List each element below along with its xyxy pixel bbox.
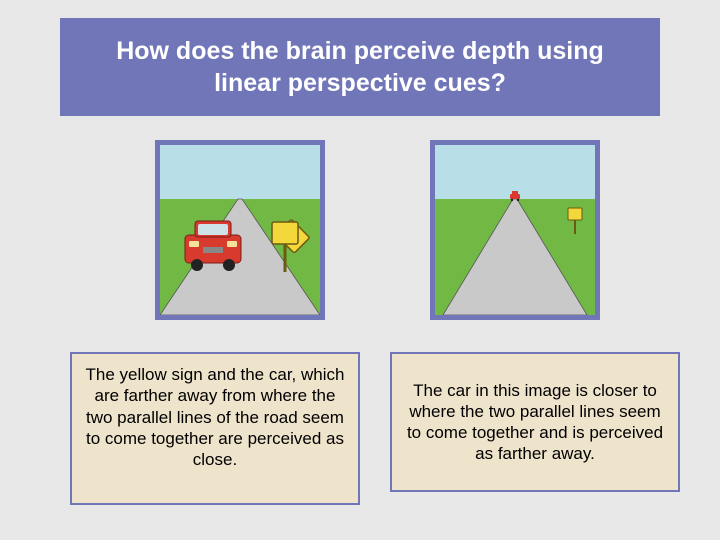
caption-right: The car in this image is closer to where… <box>390 352 680 492</box>
road-scene-right <box>435 145 595 315</box>
title-box: How does the brain perceive depth using … <box>60 18 660 116</box>
page-title: How does the brain perceive depth using … <box>80 35 640 100</box>
caption-left: The yellow sign and the car, which are f… <box>70 352 360 505</box>
illustration-panel-right <box>430 140 600 320</box>
caption-right-text: The car in this image is closer to where… <box>402 380 668 465</box>
road-scene-left <box>160 145 320 315</box>
illustration-panel-left <box>155 140 325 320</box>
caption-left-text: The yellow sign and the car, which are f… <box>86 365 345 469</box>
